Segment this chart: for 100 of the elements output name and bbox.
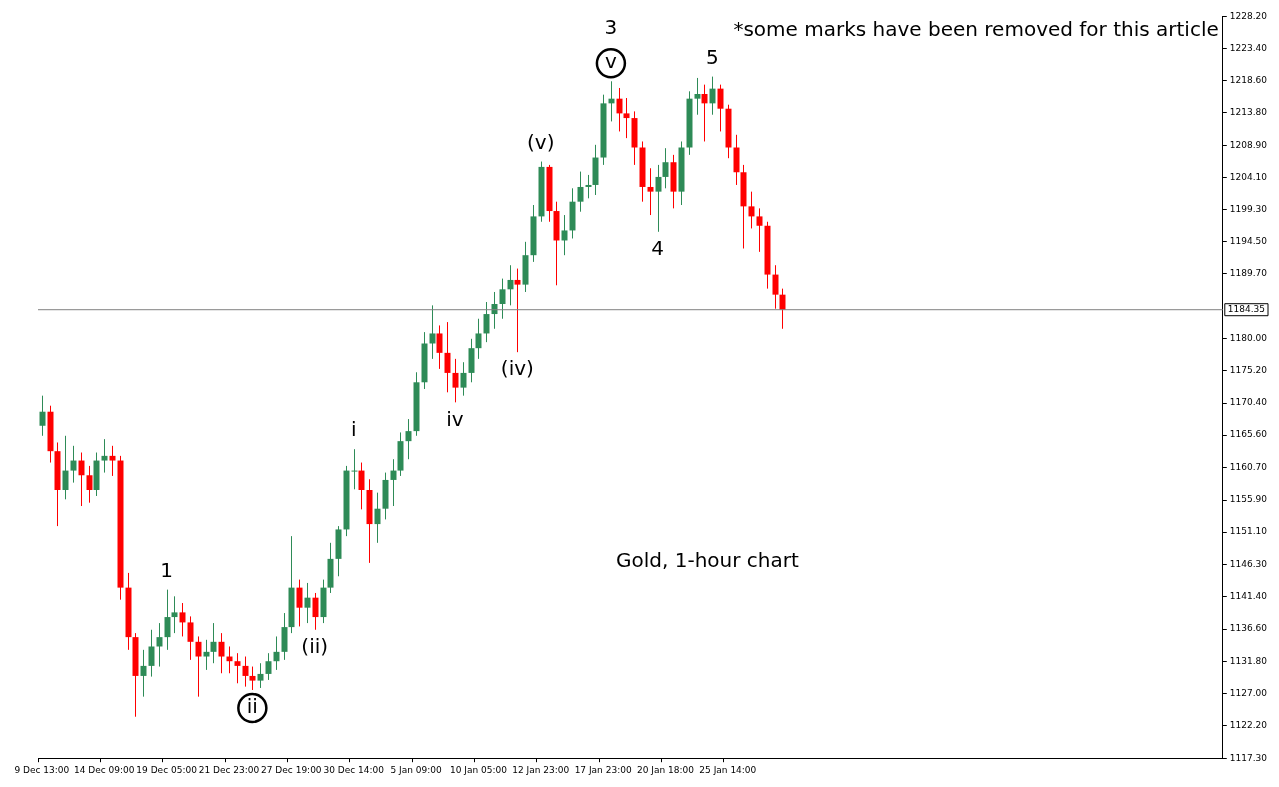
candlestick <box>296 579 303 627</box>
y-tick-label: 1155.90 <box>1229 494 1268 505</box>
candlestick <box>203 639 210 671</box>
annotation: 1 <box>160 557 173 582</box>
y-tick-label: 1199.30 <box>1229 204 1268 215</box>
x-tick-label: 21 Dec 23:00 <box>198 764 260 775</box>
annotation: (iv) <box>500 356 534 381</box>
y-tick-label: 1165.60 <box>1229 429 1268 440</box>
x-tick-label: 5 Jan 09:00 <box>390 764 442 775</box>
candlestick <box>86 465 93 504</box>
candlestick <box>623 97 630 139</box>
x-tick-label: 27 Dec 19:00 <box>261 764 322 775</box>
y-tick-label: 1146.30 <box>1229 558 1268 569</box>
candlestick <box>78 452 85 507</box>
candlestick <box>210 622 217 664</box>
x-tick-label: 12 Jan 23:00 <box>512 764 570 775</box>
candlestick <box>109 445 116 477</box>
candlestick <box>655 164 662 233</box>
x-tick-label: 17 Jan 23:00 <box>574 764 632 775</box>
y-tick-label: 1194.50 <box>1229 236 1268 247</box>
y-tick-label: 1204.10 <box>1229 171 1268 182</box>
candlestick <box>561 214 568 256</box>
x-tick-label: 19 Dec 05:00 <box>136 764 198 775</box>
candlestick <box>101 438 108 474</box>
x-tick-label: 25 Jan 14:00 <box>699 764 757 775</box>
candlestick <box>358 462 365 510</box>
candlestick <box>460 361 467 397</box>
x-tick-label: 10 Jan 05:00 <box>449 764 508 775</box>
candlestick <box>164 589 171 651</box>
candlestick <box>234 652 241 684</box>
candlestick <box>312 592 319 631</box>
candlestick <box>156 622 163 668</box>
candlestick <box>351 448 358 490</box>
candlestick <box>273 635 280 671</box>
candlestick <box>577 171 584 213</box>
annotation: 4 <box>651 235 665 260</box>
annotation: 5 <box>705 44 719 69</box>
y-tick-label: 1213.80 <box>1229 107 1268 118</box>
candlestick <box>444 321 451 393</box>
annotation: *some marks have been removed for this article <box>733 16 1219 41</box>
annotation: 3 <box>604 15 618 40</box>
candlestick <box>452 358 459 403</box>
candlestick <box>62 435 69 500</box>
candlestick <box>756 207 763 253</box>
candlestick <box>39 395 46 437</box>
annotation: iv <box>446 406 464 431</box>
candlestick <box>195 635 202 698</box>
candlestick <box>475 318 482 360</box>
candlestick <box>148 629 155 678</box>
candlestick <box>483 301 490 343</box>
candlestick <box>662 147 669 189</box>
candlestick <box>249 666 256 691</box>
y-tick-label: 1127.00 <box>1229 687 1268 698</box>
candlestick <box>429 304 436 360</box>
ref-line-label: 1184.35 <box>1227 304 1265 315</box>
candlestick <box>405 418 412 460</box>
y-tick-label: 1160.70 <box>1229 462 1268 473</box>
y-tick-label: 1175.20 <box>1229 365 1268 376</box>
y-tick-label: 1117.30 <box>1229 752 1268 763</box>
x-tick-label: 14 Dec 09:00 <box>73 764 135 775</box>
y-tick-label: 1122.20 <box>1229 719 1268 730</box>
candlestick <box>772 264 779 310</box>
candlestick <box>585 174 592 199</box>
candlestick <box>374 492 381 544</box>
candlestick <box>701 84 708 142</box>
candlestick <box>779 288 786 330</box>
candlestick <box>304 582 311 624</box>
y-tick-label: 1223.40 <box>1229 42 1268 53</box>
candlestick <box>70 445 77 484</box>
candlestick <box>187 615 194 661</box>
x-tick-label: 30 Dec 14:00 <box>323 764 385 775</box>
candlestick <box>171 595 178 634</box>
candlestick <box>218 632 225 674</box>
y-tick-label: 1189.70 <box>1229 268 1268 279</box>
annotation: ii <box>246 694 258 719</box>
candlestick <box>647 167 654 216</box>
y-tick-label: 1141.40 <box>1229 591 1268 602</box>
candlestick <box>390 458 397 507</box>
candlestick <box>179 602 186 637</box>
candlestick <box>514 268 521 353</box>
y-tick-label: 1131.80 <box>1229 655 1268 666</box>
candlestick <box>140 649 147 698</box>
y-tick-label: 1228.20 <box>1229 10 1268 21</box>
y-tick-label: 1208.90 <box>1229 139 1268 150</box>
candlestick <box>507 264 514 306</box>
candlestick <box>709 76 716 116</box>
annotation: (ii) <box>301 633 329 658</box>
candlestick <box>748 191 755 229</box>
candlestick <box>694 77 701 116</box>
y-tick-label: 1180.00 <box>1229 333 1268 344</box>
candlestick <box>616 87 623 132</box>
candlestick <box>242 656 249 688</box>
x-tick-label: 9 Dec 13:00 <box>14 764 70 775</box>
y-tick-label: 1170.40 <box>1229 397 1268 408</box>
candlestick <box>436 324 443 370</box>
y-tick-label: 1151.10 <box>1229 526 1268 537</box>
candlestick <box>717 84 724 132</box>
candlestick <box>265 652 272 681</box>
candlestick <box>257 662 264 689</box>
annotation: v <box>604 49 617 74</box>
